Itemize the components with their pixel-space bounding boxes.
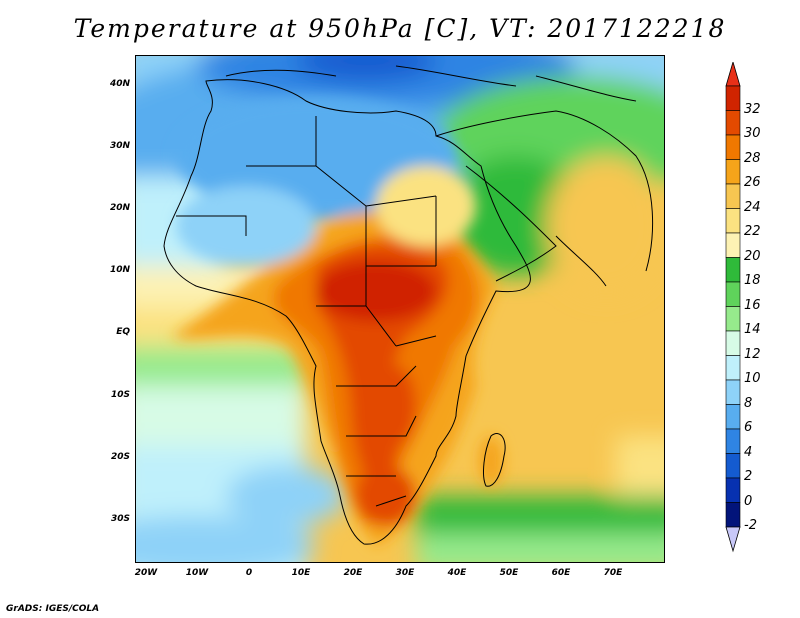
colorbar-top-arrow bbox=[725, 62, 741, 87]
lat-tick-label: 10S bbox=[110, 390, 130, 400]
colorbar-box bbox=[725, 306, 741, 332]
lat-tick-label: 30N bbox=[109, 141, 130, 151]
land-temperature-zones bbox=[171, 96, 503, 546]
lon-tick-label: 20W bbox=[134, 568, 158, 578]
colorbar-box bbox=[725, 281, 741, 307]
lon-tick-label: 30E bbox=[395, 568, 415, 578]
temperature-field bbox=[136, 56, 664, 562]
colorbar-box bbox=[725, 257, 741, 283]
lon-tick-label: 10E bbox=[291, 568, 311, 578]
lat-tick-label: 20S bbox=[110, 452, 130, 462]
colorbar-tick-label: -2 bbox=[744, 518, 757, 533]
colorbar bbox=[725, 62, 741, 553]
colorbar-box bbox=[725, 355, 741, 381]
colorbar-tick-label: 26 bbox=[744, 175, 761, 190]
colorbar-tick-label: 24 bbox=[744, 199, 761, 215]
colorbar-tick-label: 16 bbox=[744, 297, 761, 313]
colorbar-tick-label: 8 bbox=[744, 395, 753, 411]
colorbar-box bbox=[725, 453, 741, 479]
colorbar-tick-label: 18 bbox=[744, 273, 761, 288]
lon-tick-label: 0 bbox=[245, 568, 253, 578]
colorbar-tick-label: 20 bbox=[744, 248, 761, 264]
lat-tick-label: 40N bbox=[109, 79, 130, 89]
colorbar-box bbox=[725, 404, 741, 430]
lat-tick-label: 20N bbox=[109, 203, 130, 213]
colorbar-tick-label: 0 bbox=[744, 493, 753, 509]
lat-tick-label: 10N bbox=[109, 265, 130, 275]
colorbar-box bbox=[725, 502, 741, 528]
lon-tick-label: 50E bbox=[499, 568, 519, 578]
colorbar-box bbox=[725, 428, 741, 454]
colorbar-tick-label: 28 bbox=[744, 150, 761, 166]
colorbar-box bbox=[725, 208, 741, 234]
map-title: Temperature at 950hPa [C], VT: 201712221… bbox=[73, 14, 727, 43]
lon-tick-label: 10W bbox=[185, 568, 209, 578]
coastlines bbox=[163, 65, 654, 545]
colorbar-box bbox=[725, 159, 741, 185]
colorbar-box bbox=[725, 85, 741, 111]
colorbar-tick-label: 14 bbox=[744, 322, 761, 337]
colorbar-tick-label: 6 bbox=[744, 420, 753, 435]
lat-tick-label: EQ bbox=[116, 327, 130, 337]
colorbar-box bbox=[725, 330, 741, 356]
colorbar-bottom-arrow bbox=[725, 526, 741, 553]
colorbar-tick-label: 22 bbox=[744, 224, 761, 239]
colorbar-box bbox=[725, 183, 741, 209]
colorbar-box bbox=[725, 477, 741, 503]
temperature-map bbox=[135, 55, 665, 563]
colorbar-tick-label: 32 bbox=[744, 101, 761, 117]
lon-tick-label: 70E bbox=[603, 568, 623, 578]
colorbar-tick-label: 10 bbox=[744, 371, 761, 386]
credit-text: GrADS: IGES/COLA bbox=[6, 604, 100, 614]
colorbar-box bbox=[725, 110, 741, 136]
lon-tick-label: 60E bbox=[551, 568, 571, 578]
colorbar-tick-label: 4 bbox=[744, 444, 753, 460]
colorbar-box bbox=[725, 379, 741, 405]
colorbar-tick-label: 12 bbox=[744, 346, 761, 362]
colorbar-box bbox=[725, 134, 741, 160]
colorbar-tick-label: 2 bbox=[744, 469, 753, 484]
colorbar-box bbox=[725, 232, 741, 258]
lon-tick-label: 20E bbox=[343, 568, 363, 578]
lat-tick-label: 30S bbox=[110, 514, 130, 524]
colorbar-tick-label: 30 bbox=[744, 126, 761, 141]
lon-tick-label: 40E bbox=[447, 568, 467, 578]
